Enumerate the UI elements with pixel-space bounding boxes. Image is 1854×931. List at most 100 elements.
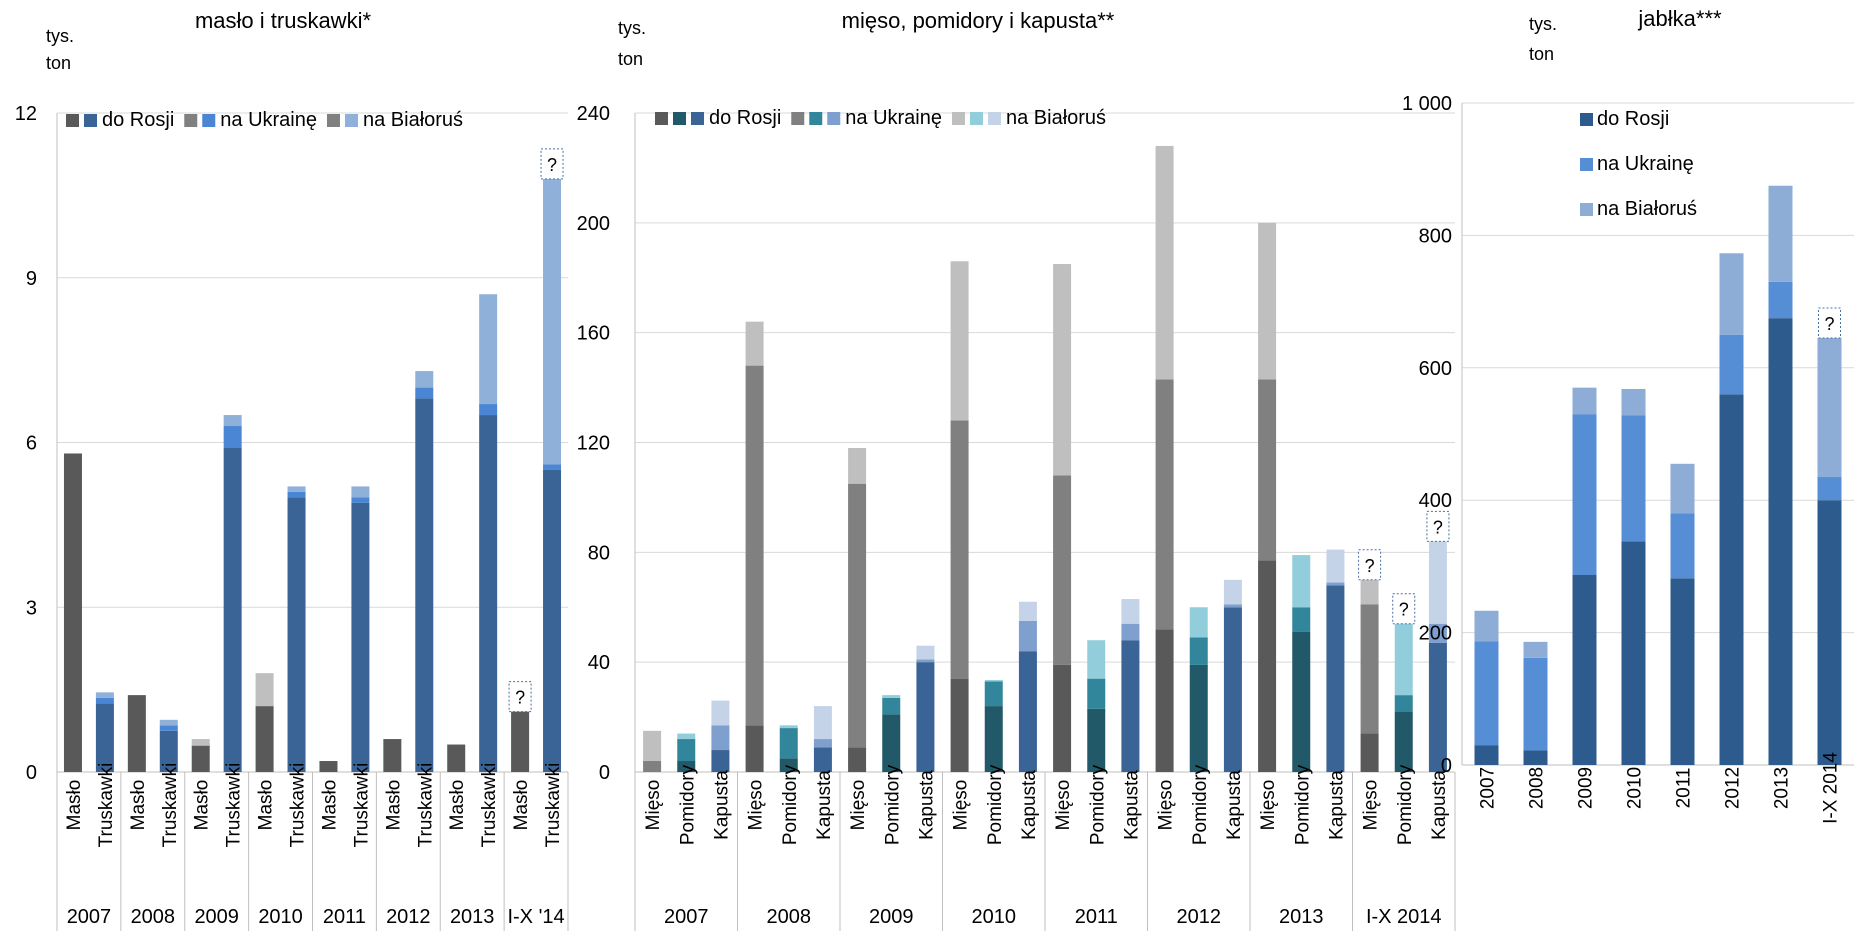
chart3-legend-label: na Białoruś bbox=[1597, 198, 1697, 220]
chart2-category-label: Mięso bbox=[1053, 780, 1074, 831]
chart2-ylabel-line1: tys. bbox=[618, 18, 646, 38]
chart2-group-label: 2009 bbox=[869, 906, 914, 928]
chart1-legend-swatch bbox=[84, 114, 97, 127]
chart2-bar-segment bbox=[882, 714, 901, 772]
chart2-category-label: Kapusta bbox=[1326, 770, 1347, 840]
chart2-unknown-marker: ? bbox=[1399, 600, 1409, 620]
chart2-bar-segment bbox=[643, 761, 662, 772]
chart2-category-label: Mięso bbox=[951, 780, 972, 831]
chart2-bar-segment bbox=[779, 758, 798, 772]
chart2-category-label: Mięso bbox=[1156, 780, 1177, 831]
chart2-group-label: I-X 2014 bbox=[1366, 906, 1442, 928]
chart3-unknown-box bbox=[1818, 307, 1841, 339]
chart2-bar-segment bbox=[1087, 640, 1106, 679]
chart1-ytick-label: 6 bbox=[26, 433, 37, 455]
chart3-category-label: 2010 bbox=[1625, 767, 1646, 809]
chart2-category-label: Pomidory bbox=[780, 764, 801, 845]
chart1-bar-segment bbox=[159, 719, 178, 726]
chart2-bar-segment bbox=[813, 739, 832, 748]
chart3-bar-segment bbox=[1670, 463, 1695, 514]
chart2-bar-segment bbox=[711, 700, 730, 726]
chart1-category-label: Masło bbox=[447, 780, 468, 831]
chart1-bar-segment bbox=[415, 398, 434, 772]
chart2-bar-segment bbox=[677, 733, 696, 740]
chart2-bar-segment bbox=[984, 706, 1003, 772]
chart2-bar-segment bbox=[813, 706, 832, 740]
chart2-bar-segment bbox=[882, 697, 901, 715]
chart2-group-label: 2013 bbox=[1279, 906, 1324, 928]
chart1-bar-segment bbox=[255, 673, 274, 707]
chart2-bar-segment bbox=[916, 662, 935, 772]
chart1-legend-swatch bbox=[66, 114, 79, 127]
chart1-ylabel-line2: ton bbox=[46, 53, 71, 73]
chart1-bar-segment bbox=[415, 371, 434, 388]
chart2-title: mięso, pomidory i kapusta** bbox=[842, 8, 1115, 33]
chart1-category-label: Masło bbox=[64, 780, 85, 831]
chart2-bar-segment bbox=[1360, 579, 1379, 605]
chart1-bar-segment bbox=[479, 415, 498, 772]
chart3-category-label: 2008 bbox=[1527, 767, 1548, 809]
chart2-bar-segment bbox=[1053, 264, 1072, 476]
chart2-bar-segment bbox=[1189, 637, 1208, 665]
chart1-category-label: Truskawki bbox=[288, 763, 309, 848]
chart2-bar-segment bbox=[1223, 579, 1242, 605]
chart1-group-label: 2012 bbox=[386, 906, 431, 928]
chart2-group-label: 2007 bbox=[664, 906, 709, 928]
chart2-bar-segment bbox=[848, 483, 867, 748]
chart1-legend-label: na Białoruś bbox=[363, 109, 463, 131]
chart1-category-label: Masło bbox=[128, 780, 149, 831]
chart1-ytick-label: 3 bbox=[26, 597, 37, 619]
chart2-legend-swatch bbox=[827, 112, 841, 125]
chart2-bar-segment bbox=[677, 761, 696, 772]
chart1-bar-segment bbox=[479, 404, 498, 416]
chart3-category-label: I-X 2014 bbox=[1821, 752, 1842, 824]
chart2-category-label: Kapusta bbox=[916, 770, 937, 840]
chart3-category-label: 2013 bbox=[1772, 767, 1793, 809]
chart2-bar-segment bbox=[677, 739, 696, 762]
chart2-legend-swatch bbox=[951, 112, 965, 125]
chart2-bar-segment bbox=[1223, 607, 1242, 772]
chart1-bar-segment bbox=[287, 497, 306, 772]
chart1-bar-segment bbox=[159, 725, 178, 731]
chart2-bar-segment bbox=[1428, 642, 1447, 772]
chart2-category-label: Pomidory bbox=[1292, 764, 1313, 845]
chart2-ytick-label: 200 bbox=[577, 213, 610, 235]
chart1-legend-swatch bbox=[344, 114, 358, 127]
chart2-bar-segment bbox=[1258, 222, 1277, 380]
chart2-group-label: 2012 bbox=[1177, 906, 1222, 928]
chart1-bar-segment bbox=[479, 294, 498, 405]
chart1-category-label: Truskawki bbox=[351, 763, 372, 848]
chart3-bar-segment bbox=[1719, 394, 1744, 765]
chart2-bar-segment bbox=[1018, 620, 1037, 652]
chart1-legend-swatch bbox=[326, 114, 340, 127]
chart3-bar-segment bbox=[1670, 578, 1695, 765]
chart2-unknown-box bbox=[1358, 549, 1382, 581]
chart2-bar-segment bbox=[1189, 664, 1208, 772]
chart1-category-label: Truskawki bbox=[479, 763, 500, 848]
chart2-ytick-label: 80 bbox=[588, 542, 610, 564]
chart2-legend-swatch bbox=[673, 112, 686, 125]
chart2-bar-segment bbox=[1326, 582, 1345, 586]
chart1-bar-segment bbox=[319, 761, 338, 772]
chart3-bar-segment bbox=[1719, 334, 1744, 395]
chart1-category-label: Truskawki bbox=[543, 763, 564, 848]
chart2-bar-segment bbox=[1292, 555, 1311, 608]
chart2-bar-segment bbox=[984, 680, 1003, 682]
chart1-bar-segment bbox=[287, 491, 306, 498]
chart1-bar-segment bbox=[95, 703, 114, 772]
chart1-category-label: Truskawki bbox=[224, 763, 245, 848]
chart2-legend-swatch bbox=[691, 112, 704, 125]
chart3-bar-segment bbox=[1474, 610, 1499, 642]
chart2-legend-label: do Rosji bbox=[709, 107, 781, 129]
chart2-bar-segment bbox=[643, 730, 662, 762]
chart3-ytick-label: 400 bbox=[1419, 490, 1452, 512]
chart2-category-label: Pomidory bbox=[677, 764, 698, 845]
chart2-category-label: Kapusta bbox=[1224, 770, 1245, 840]
chart2-bar-segment bbox=[1258, 560, 1277, 772]
chart3-bar-segment bbox=[1817, 500, 1842, 765]
chart3-ylabel-line1: tys. bbox=[1529, 14, 1557, 34]
chart1-ytick-label: 0 bbox=[26, 762, 37, 784]
chart3-bar-segment bbox=[1572, 575, 1597, 765]
chart3-legend-swatch bbox=[1580, 203, 1593, 216]
chart2-bar-segment bbox=[1189, 607, 1208, 638]
